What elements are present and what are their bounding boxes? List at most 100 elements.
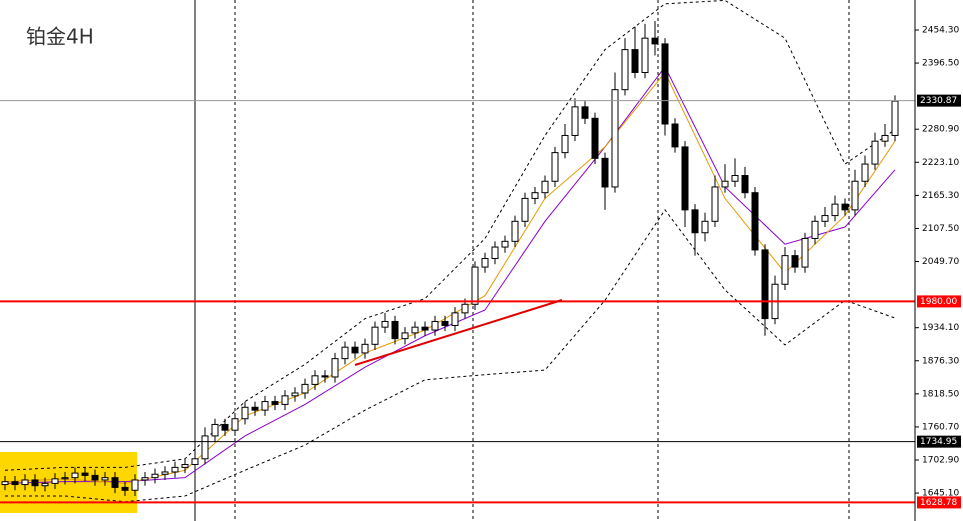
level-label-bg (917, 94, 961, 107)
candle-body (641, 37, 649, 74)
candle-body (301, 383, 309, 394)
y-tick-label: 1702.90 (922, 455, 959, 465)
candle-body (131, 479, 139, 491)
y-tick-label: 2454.30 (922, 25, 959, 35)
candle-body (731, 175, 739, 182)
y-tick-label: 2165.30 (922, 191, 959, 201)
candle-body (841, 203, 849, 211)
candle-body (481, 257, 489, 268)
candle-body (801, 237, 809, 268)
level-label-bg (917, 435, 961, 448)
candle-body (51, 478, 59, 484)
candle-body (791, 255, 799, 268)
candle-body (251, 406, 259, 411)
plot (0, 0, 915, 504)
level-label-bg (917, 295, 961, 308)
candle-body (1, 481, 9, 486)
y-tick-label: 1818.50 (922, 389, 959, 399)
level-label-bg (917, 496, 961, 509)
candle-body (431, 320, 439, 331)
y-tick-label: 1645.10 (922, 489, 959, 499)
candle-body (831, 203, 839, 217)
candle-body (501, 240, 509, 248)
chart-title: 铂金4H (26, 25, 94, 49)
candle-body (621, 49, 629, 91)
candle-body (151, 473, 159, 479)
level-label: 2330.87 (920, 96, 957, 106)
candle-body (71, 472, 79, 479)
candle-body (41, 482, 49, 487)
candle-body (861, 163, 869, 182)
candle-body (671, 123, 679, 148)
candle-body (881, 134, 889, 142)
candle-body (91, 474, 99, 481)
candle-body (701, 220, 709, 234)
candle-body (31, 479, 39, 487)
candle-body (421, 326, 429, 331)
candle-body (891, 100, 899, 136)
candle-body (851, 180, 859, 211)
candle-body (381, 320, 389, 328)
axis-labels: 2454.30 2396.50 2280.90 2223.10 2165.30 2107.… (915, 25, 961, 509)
y-tick-label: 1876.30 (922, 356, 959, 366)
candle-body (511, 220, 519, 242)
candle-body (751, 192, 759, 251)
candle-body (531, 192, 539, 199)
candle-body (631, 49, 639, 74)
candle-body (871, 140, 879, 165)
candle-body (821, 215, 829, 222)
indicator-line (4, 0, 896, 471)
candle-body (331, 358, 339, 378)
candle-body (461, 303, 469, 314)
candle-body (201, 435, 209, 460)
level-label: 1628.78 (920, 498, 957, 508)
candle-body (361, 343, 369, 354)
candle-body (171, 466, 179, 473)
candle-body (781, 255, 789, 285)
candle-body (241, 406, 249, 420)
y-tick-label: 2223.10 (922, 158, 959, 168)
candle-body (211, 423, 219, 437)
candle-body (491, 246, 499, 259)
candle-body (451, 312, 459, 326)
candle-body (321, 375, 329, 378)
candle-body (351, 346, 359, 354)
candle-body (551, 152, 559, 182)
candle-body (181, 464, 189, 468)
candle-body (291, 392, 299, 397)
candle-body (761, 249, 769, 320)
candle-body (21, 479, 29, 486)
candle-body (61, 477, 69, 480)
y-tick-label: 2396.50 (922, 59, 959, 69)
trendline (354, 299, 563, 366)
candle-body (721, 180, 729, 188)
candle-body (271, 401, 279, 405)
price-axis (915, 0, 963, 521)
candle-body (811, 220, 819, 239)
candle-body (121, 486, 129, 491)
candle-body (311, 375, 319, 385)
candle-body (101, 477, 109, 481)
candle-body (81, 472, 89, 476)
candle-body (411, 326, 419, 334)
y-tick-label: 2107.50 (922, 224, 959, 234)
y-tick-label: 1934.10 (922, 323, 959, 333)
candle-body (581, 106, 589, 119)
y-tick-label: 2280.90 (922, 125, 959, 135)
candle-body (471, 266, 479, 305)
indicator-line (5, 208, 896, 503)
candle-body (681, 146, 689, 211)
candle-body (401, 332, 409, 340)
candle-body (161, 471, 169, 475)
candle-body (741, 175, 749, 194)
y-tick-label: 1760.70 (922, 422, 959, 432)
candle-body (711, 186, 719, 222)
candle-body (281, 395, 289, 405)
candle-body (341, 346, 349, 360)
candle-body (601, 157, 609, 188)
candle-body (661, 43, 669, 125)
candle-body (391, 320, 399, 340)
candle-body (441, 320, 449, 326)
candle-body (261, 401, 269, 411)
